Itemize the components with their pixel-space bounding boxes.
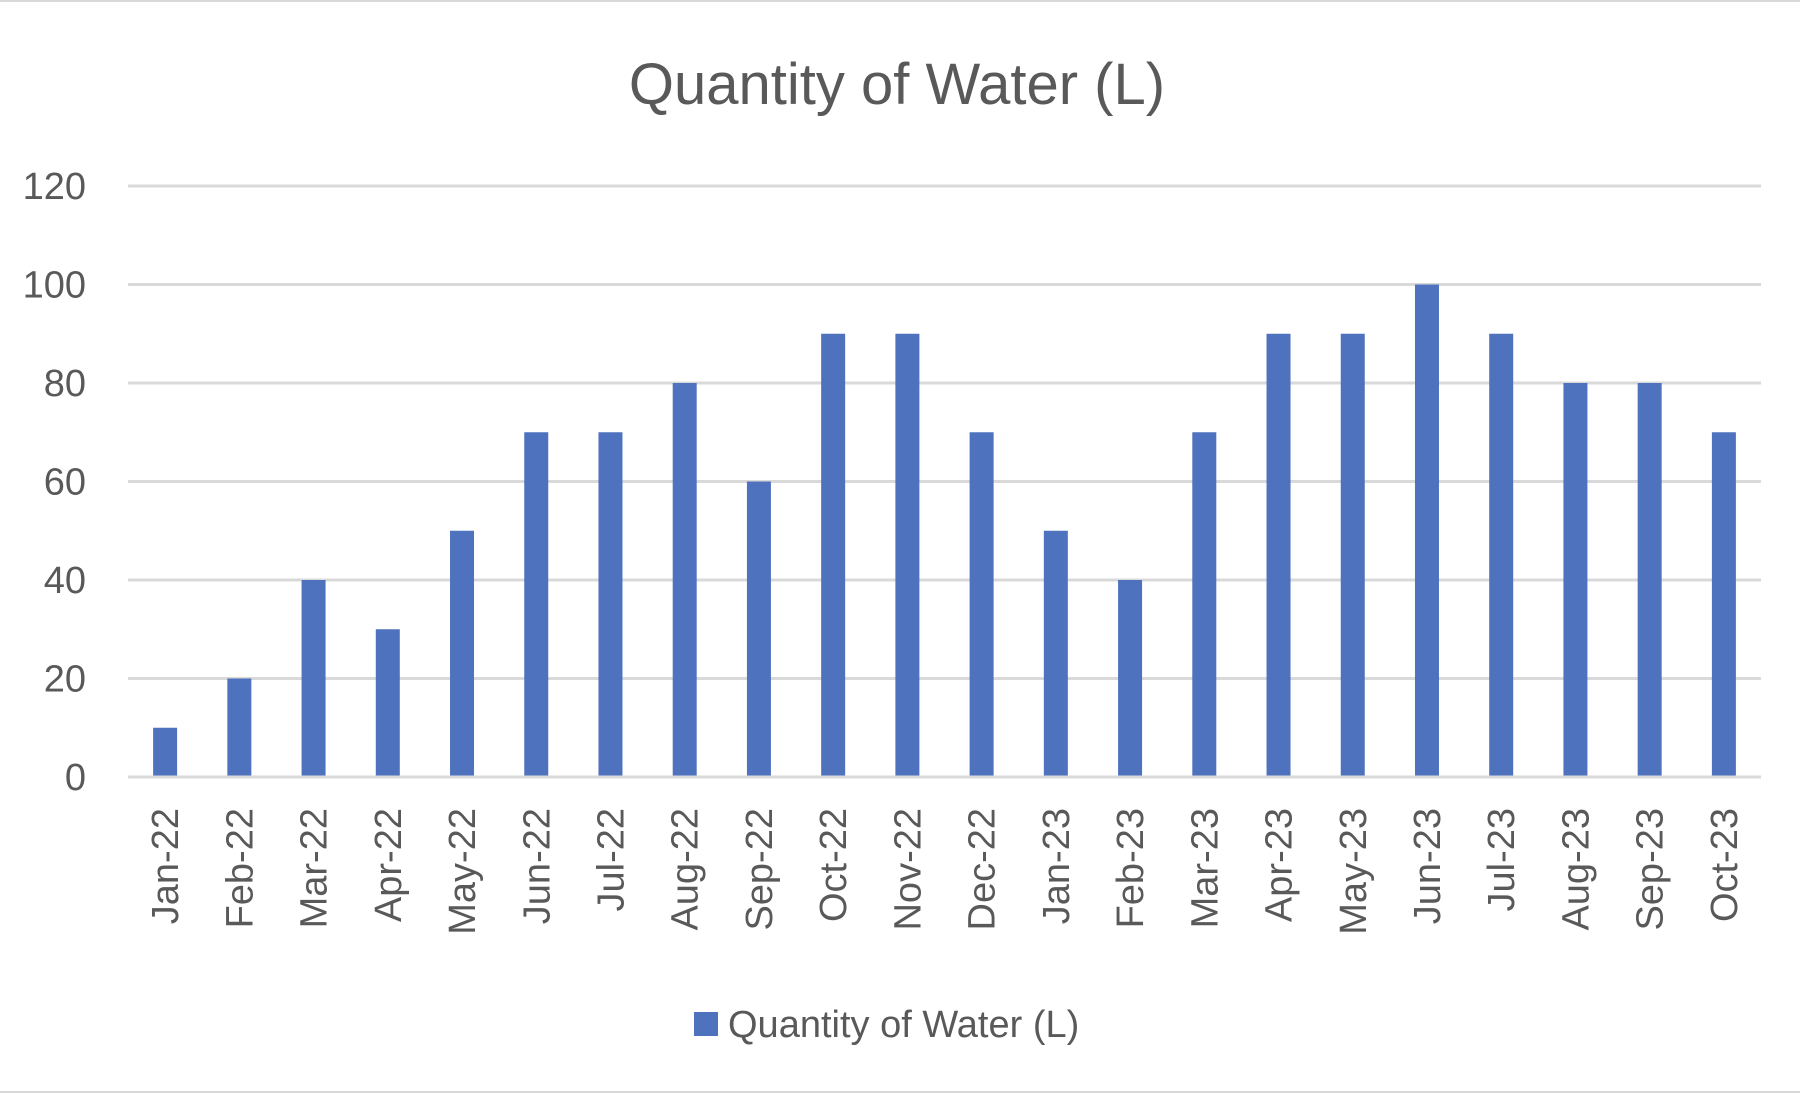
bar <box>1192 432 1217 777</box>
y-tick-label: 120 <box>23 166 86 208</box>
x-tick-label: Apr-22 <box>368 808 410 922</box>
y-tick-label: 80 <box>44 363 86 405</box>
legend: Quantity of Water (L) <box>694 1004 1079 1046</box>
bar <box>227 678 252 777</box>
legend-swatch <box>694 1012 718 1036</box>
x-tick-label: May-22 <box>442 808 484 935</box>
x-tick-label: Aug-23 <box>1555 808 1597 931</box>
bar <box>895 333 920 777</box>
x-tick-label: Apr-23 <box>1259 808 1301 922</box>
x-axis-ticks: Jan-22 Feb-22 Mar-22 Apr-22 May-22 Jun-22 Jul-… <box>145 808 1746 935</box>
bar <box>1266 333 1291 777</box>
bar <box>450 530 475 777</box>
bar <box>153 727 178 777</box>
x-tick-label: Feb-23 <box>1110 808 1152 928</box>
x-tick-label: Sep-23 <box>1630 808 1672 931</box>
bar <box>969 432 994 777</box>
bar <box>301 580 326 777</box>
y-tick-label: 60 <box>44 462 86 504</box>
x-tick-label: Jan-22 <box>145 808 187 924</box>
x-tick-label: Jan-23 <box>1036 808 1078 924</box>
y-tick-label: 0 <box>65 757 86 799</box>
y-tick-label: 100 <box>23 265 86 307</box>
y-axis-ticks: 0 20 40 60 80 100 120 <box>23 166 86 799</box>
x-tick-label: Sep-22 <box>739 808 781 931</box>
bar <box>1711 432 1736 777</box>
x-tick-label: Jul-23 <box>1481 808 1523 912</box>
x-tick-label: May-23 <box>1333 808 1375 935</box>
bar <box>524 432 549 777</box>
bar <box>1414 284 1439 777</box>
x-tick-label: Mar-22 <box>294 808 336 928</box>
x-tick-label: Nov-22 <box>887 808 929 931</box>
x-tick-label: Dec-22 <box>962 808 1004 931</box>
x-tick-label: Jun-23 <box>1407 808 1449 924</box>
bar <box>598 432 623 777</box>
x-tick-label: Aug-22 <box>665 808 707 931</box>
x-tick-label: Oct-23 <box>1704 808 1746 922</box>
bar <box>821 333 846 777</box>
bar <box>1489 333 1514 777</box>
y-tick-label: 20 <box>44 659 86 701</box>
x-tick-label: Jul-22 <box>590 808 632 912</box>
x-tick-label: Oct-22 <box>813 808 855 922</box>
legend-label: Quantity of Water (L) <box>728 1004 1079 1046</box>
bar <box>1118 580 1143 777</box>
bar <box>672 383 697 777</box>
chart-title: Quantity of Water (L) <box>629 52 1165 117</box>
bar <box>375 629 400 777</box>
y-tick-label: 40 <box>44 560 86 602</box>
x-tick-label: Feb-22 <box>219 808 261 928</box>
bar-series <box>153 284 1736 777</box>
bar <box>1340 333 1365 777</box>
x-tick-label: Mar-23 <box>1184 808 1226 928</box>
bar <box>1043 530 1068 777</box>
bar <box>1563 383 1588 777</box>
bar <box>1637 383 1662 777</box>
gridlines <box>128 184 1761 680</box>
x-tick-label: Jun-22 <box>516 808 558 924</box>
bar <box>746 481 771 777</box>
